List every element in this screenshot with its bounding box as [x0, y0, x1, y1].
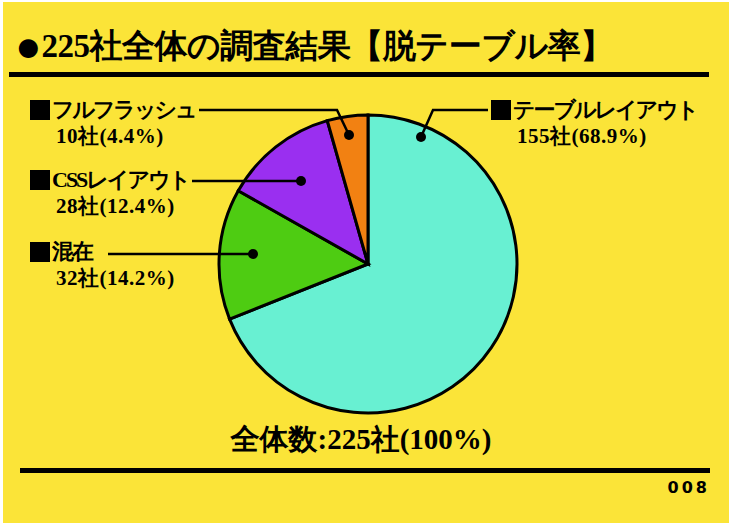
- page-number: 008: [668, 478, 710, 497]
- legend-css-layout-name: CSSレイアウト: [52, 166, 189, 193]
- leader-dot-1: [248, 249, 258, 259]
- legend-table-layout-value: 155社(68.9%): [517, 123, 697, 150]
- footer-rule: [20, 468, 710, 473]
- legend-mixed: 混在 32社(14.2%): [30, 238, 175, 292]
- legend-fullflash-title: フルフラッシュ: [30, 96, 196, 123]
- legend-table-layout-name: テーブルレイアウト: [513, 96, 697, 123]
- leader-dot-2: [296, 176, 306, 186]
- square-bullet-icon: [30, 100, 50, 120]
- square-bullet-icon: [30, 242, 50, 262]
- square-bullet-icon: [30, 170, 50, 190]
- leader-dot-0: [416, 132, 426, 142]
- legend-fullflash-value: 10社(4.4%): [56, 123, 196, 150]
- legend-css-layout-value: 28社(12.4%): [56, 193, 189, 220]
- legend-table-layout-title: テーブルレイアウト: [491, 96, 697, 123]
- legend-fullflash-name: フルフラッシュ: [52, 96, 196, 123]
- legend-mixed-title: 混在: [30, 238, 175, 265]
- legend-table-layout: テーブルレイアウト 155社(68.9%): [491, 96, 697, 150]
- infographic-page: ●225社全体の調査結果【脱テーブル率】 フルフラッシュ 10社(4.4%) C…: [0, 0, 732, 530]
- square-bullet-icon: [491, 100, 511, 120]
- legend-mixed-value: 32社(14.2%): [56, 265, 175, 292]
- leader-dot-3: [344, 130, 354, 140]
- legend-mixed-name: 混在: [52, 238, 92, 265]
- total-label: 全体数:225社(100%): [0, 420, 722, 460]
- legend-css-layout: CSSレイアウト 28社(12.4%): [30, 166, 189, 220]
- legend-css-layout-title: CSSレイアウト: [30, 166, 189, 193]
- legend-fullflash: フルフラッシュ 10社(4.4%): [30, 96, 196, 150]
